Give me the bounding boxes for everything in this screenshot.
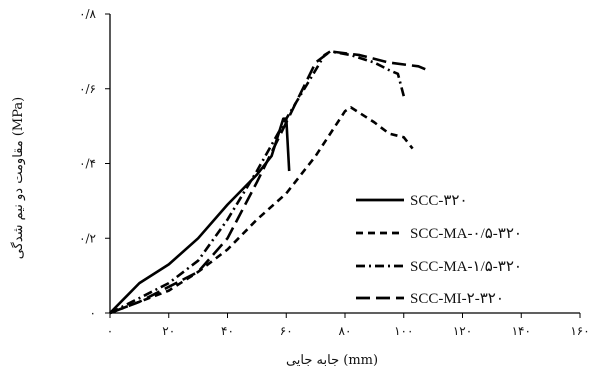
x-axis-title: جابه جایی (mm) bbox=[286, 353, 378, 368]
x-tick-label: ۱۲۰ bbox=[453, 324, 472, 338]
y-tick-label: ۰/۴ bbox=[79, 157, 96, 171]
x-tick-label: ۶۰ bbox=[280, 324, 293, 338]
y-tick-label: ۰ bbox=[90, 306, 96, 320]
legend-label-2: SCC-MA-۰/۵-۳۲۰ bbox=[410, 226, 522, 242]
y-axis-title: مقاومت دو نیم شدگی (MPa) bbox=[10, 97, 26, 259]
y-tick-label: ۰/۲ bbox=[79, 231, 96, 245]
x-tick-label: ۱۰۰ bbox=[394, 324, 413, 338]
series-line-1 bbox=[109, 117, 291, 314]
legend-label-1: SCC-۳۲۰ bbox=[410, 193, 468, 209]
series-layer bbox=[109, 50, 428, 315]
x-tick-label: ۱۴۰ bbox=[512, 324, 531, 338]
x-tick-label: ۰ bbox=[107, 324, 113, 338]
series-line-2 bbox=[109, 106, 414, 315]
y-tick-label: ۰/۶ bbox=[79, 82, 96, 96]
y-tick-label: ۰/۸ bbox=[79, 7, 96, 21]
x-tick-label: ۸۰ bbox=[339, 324, 352, 338]
x-tick-label: ۲۰ bbox=[162, 324, 175, 338]
legend: SCC-۳۲۰ SCC-MA-۰/۵-۳۲۰ SCC-MA-۱/۵-۳۲۰ SCC-M… bbox=[356, 193, 522, 307]
legend-label-4: SCC-MI-۲-۳۲۰ bbox=[410, 291, 504, 307]
ticks: ۰ ۲۰ ۴۰ ۶۰ ۸۰ ۱۰۰ ۱۲۰ ۱۴۰ ۱۶۰ ۰ ۰/۲ ۰/۴ ۰/۶ ۰/۸ bbox=[79, 7, 590, 338]
legend-label-3: SCC-MA-۱/۵-۳۲۰ bbox=[410, 259, 522, 275]
x-tick-label: ۱۶۰ bbox=[570, 324, 589, 338]
series-line-3 bbox=[109, 50, 406, 315]
series-line-4 bbox=[109, 50, 428, 315]
x-tick-label: ۴۰ bbox=[221, 324, 234, 338]
